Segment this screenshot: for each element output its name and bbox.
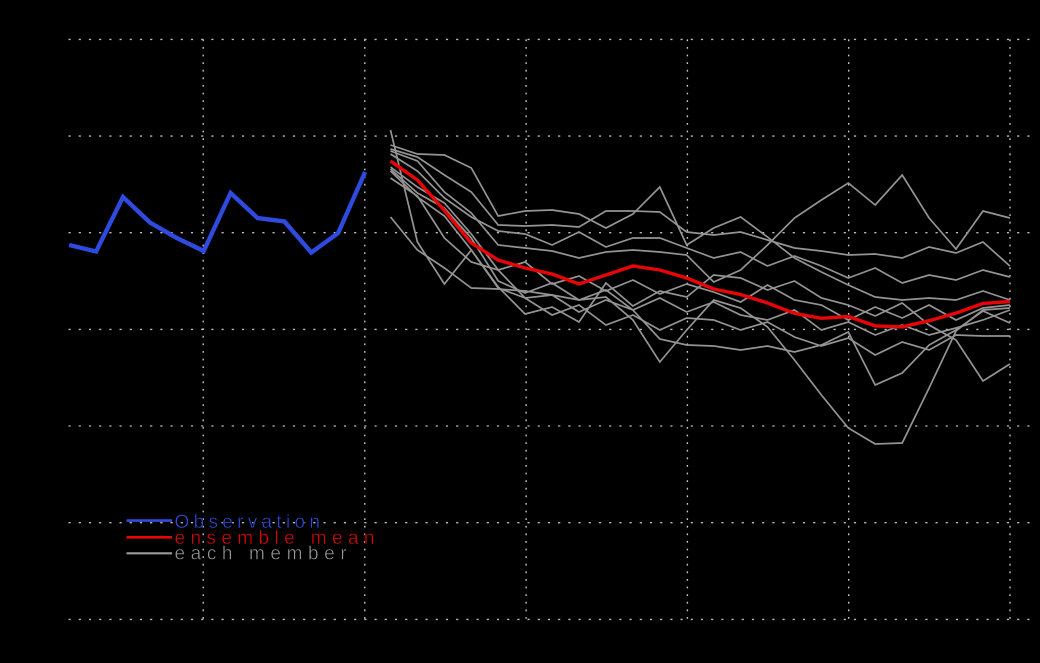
- svg-text:Observation: Observation: [175, 512, 325, 533]
- svg-text:ensemble mean: ensemble mean: [175, 528, 380, 549]
- svg-text:each member: each member: [175, 544, 353, 565]
